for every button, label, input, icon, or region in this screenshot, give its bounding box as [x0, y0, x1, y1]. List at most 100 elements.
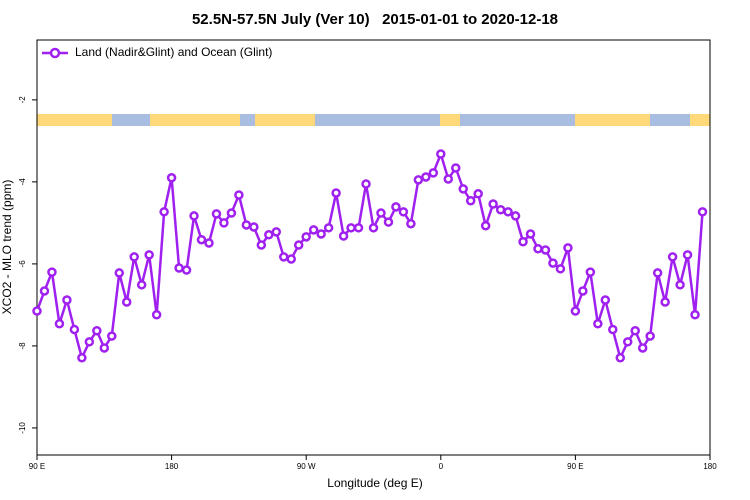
x-tick-label: 0 — [439, 462, 444, 471]
point — [69, 324, 80, 335]
point — [211, 209, 222, 219]
point — [241, 220, 252, 230]
point — [301, 232, 311, 242]
point — [667, 252, 678, 262]
point — [690, 310, 700, 320]
point — [331, 188, 341, 198]
y-tick-label: -2 — [18, 96, 27, 104]
point — [406, 218, 416, 229]
point — [682, 250, 693, 260]
point — [585, 267, 596, 277]
y-tick-label: -4 — [18, 178, 27, 186]
x-axis-label: Longitude (deg E) — [327, 476, 422, 490]
point — [436, 149, 446, 159]
point — [510, 211, 521, 221]
point — [383, 217, 394, 227]
point — [39, 286, 50, 296]
y-axis-label: XCO2 - MLO trend (ppm) — [0, 180, 14, 315]
point — [77, 353, 87, 363]
point — [652, 268, 663, 278]
point — [129, 252, 139, 262]
point — [615, 353, 626, 363]
point — [630, 325, 640, 336]
point — [413, 175, 424, 185]
point — [608, 324, 618, 335]
point — [308, 225, 319, 235]
point — [488, 199, 498, 209]
point — [458, 184, 468, 194]
point — [32, 306, 42, 316]
chart-title: 52.5N-57.5N July (Ver 10) 2015-01-01 to … — [192, 11, 558, 28]
x-tick-label: 90 W — [297, 462, 316, 471]
y-tick-label: -8 — [18, 342, 27, 350]
point — [316, 229, 326, 239]
point — [555, 264, 566, 274]
x-tick-label: 90 E — [29, 462, 45, 471]
point — [84, 337, 95, 347]
point — [249, 222, 259, 232]
point — [181, 265, 192, 275]
point — [540, 245, 551, 255]
point — [503, 207, 513, 217]
point — [62, 295, 72, 305]
point — [548, 258, 558, 268]
point — [578, 286, 588, 296]
point — [189, 211, 199, 221]
legend-marker — [49, 47, 61, 59]
point — [219, 218, 229, 228]
x-tick-label: 180 — [703, 462, 717, 471]
series-line — [35, 150, 704, 362]
point — [645, 331, 655, 341]
point — [234, 190, 244, 200]
point — [622, 337, 633, 347]
point — [473, 189, 483, 199]
point — [286, 254, 296, 264]
point — [697, 207, 708, 217]
point — [271, 227, 282, 237]
point — [398, 207, 409, 217]
point — [570, 306, 581, 316]
land-ocean-strip — [37, 114, 710, 126]
point — [361, 179, 371, 189]
point — [525, 229, 536, 239]
point — [660, 297, 670, 307]
point — [99, 343, 110, 353]
x-tick-label: 180 — [165, 462, 179, 471]
x-tick-label: 90 E — [567, 462, 583, 471]
point — [226, 208, 237, 218]
point — [443, 174, 454, 184]
point — [376, 208, 386, 218]
point — [279, 252, 289, 262]
point — [121, 297, 132, 307]
point — [47, 267, 57, 277]
point — [92, 325, 102, 336]
point — [563, 243, 573, 253]
point — [593, 319, 603, 329]
point — [136, 280, 147, 290]
point — [293, 240, 304, 250]
point — [323, 223, 334, 233]
point — [495, 205, 506, 215]
point — [391, 202, 401, 212]
point — [256, 240, 267, 250]
point — [54, 319, 65, 329]
point — [600, 295, 611, 305]
point — [144, 250, 154, 260]
point — [151, 310, 162, 320]
point — [675, 280, 685, 290]
point — [637, 343, 648, 353]
y-tick-label: -10 — [18, 422, 27, 434]
point — [353, 223, 364, 233]
point — [114, 268, 125, 278]
point — [518, 237, 528, 247]
point — [533, 243, 543, 254]
point — [174, 263, 184, 273]
point — [451, 163, 461, 173]
point — [338, 231, 349, 241]
legend-label: Land (Nadir&Glint) and Ocean (Glint) — [75, 45, 272, 59]
point — [196, 234, 207, 245]
point — [264, 230, 274, 240]
point — [166, 173, 177, 183]
point — [480, 221, 491, 231]
